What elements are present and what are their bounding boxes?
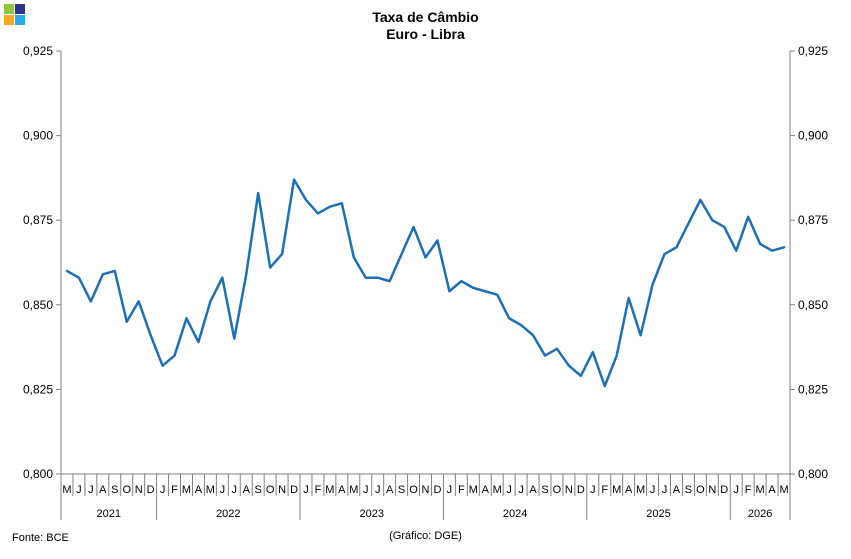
month-label: J (220, 484, 226, 496)
month-label: A (529, 484, 537, 496)
month-label: M (612, 484, 621, 496)
month-label: J (590, 484, 596, 496)
y-tick-label-left: 0,825 (23, 382, 53, 396)
month-label: N (708, 484, 716, 496)
month-label: J (375, 484, 381, 496)
series-line (65, 178, 786, 388)
month-label: N (565, 484, 573, 496)
month-label: N (422, 484, 430, 496)
month-label: F (315, 484, 322, 496)
month-label: S (541, 484, 548, 496)
logo (4, 4, 25, 25)
month-label: F (745, 484, 752, 496)
month-label: M (62, 484, 71, 496)
month-label: O (122, 484, 131, 496)
month-label: J (662, 484, 668, 496)
month-label: M (779, 484, 788, 496)
y-tick-label-right: 0,850 (798, 298, 828, 312)
month-label: N (278, 484, 286, 496)
year-label: 2023 (359, 508, 383, 520)
month-label: J (650, 484, 656, 496)
y-tick-label-left: 0,800 (23, 467, 53, 481)
month-label: D (290, 484, 298, 496)
month-label: J (76, 484, 82, 496)
y-tick-label-left: 0,925 (23, 44, 53, 58)
month-label: J (363, 484, 369, 496)
month-label: M (182, 484, 191, 496)
month-label: S (111, 484, 118, 496)
month-label: M (206, 484, 215, 496)
month-label: S (255, 484, 262, 496)
month-label: A (386, 484, 394, 496)
month-label: A (625, 484, 633, 496)
month-label: O (696, 484, 705, 496)
month-label: A (482, 484, 490, 496)
month-label: F (171, 484, 178, 496)
y-tick-label-left: 0,900 (23, 129, 53, 143)
month-label: D (577, 484, 585, 496)
month-label: M (636, 484, 645, 496)
logo-square-3 (4, 15, 14, 25)
logo-square-4 (15, 15, 25, 25)
logo-square-2 (15, 4, 25, 14)
y-tick-label-right: 0,900 (798, 129, 828, 143)
chart-title-line1: Taxa de Câmbio (372, 9, 479, 25)
month-label: D (147, 484, 155, 496)
month-label: O (553, 484, 562, 496)
year-label: 2022 (216, 508, 240, 520)
month-label: A (338, 484, 346, 496)
month-label: A (195, 484, 203, 496)
month-label: D (433, 484, 441, 496)
month-label: J (303, 484, 309, 496)
month-label: J (518, 484, 524, 496)
year-label: 2021 (97, 508, 121, 520)
month-label: F (601, 484, 608, 496)
year-label: 2024 (503, 508, 527, 520)
month-label: J (733, 484, 739, 496)
y-tick-label-right: 0,925 (798, 44, 828, 58)
month-label: J (88, 484, 94, 496)
month-label: O (266, 484, 275, 496)
month-label: N (135, 484, 143, 496)
chart-title: Taxa de Câmbio Euro - Libra (0, 9, 851, 43)
y-tick-label-left: 0,850 (23, 298, 53, 312)
month-label: S (398, 484, 405, 496)
credit-label: (Gráfico: DGE) (389, 530, 462, 542)
month-label: M (325, 484, 334, 496)
y-tick-label-left: 0,875 (23, 213, 53, 227)
month-label: S (685, 484, 692, 496)
month-label: J (447, 484, 453, 496)
month-label: J (232, 484, 238, 496)
year-label: 2025 (646, 508, 670, 520)
chart-title-line2: Euro - Libra (386, 26, 465, 42)
y-tick-label-right: 0,825 (798, 382, 828, 396)
month-label: A (673, 484, 681, 496)
month-label: M (493, 484, 502, 496)
month-label: J (506, 484, 512, 496)
month-label: A (99, 484, 107, 496)
month-label: J (160, 484, 166, 496)
month-label: M (349, 484, 358, 496)
source-label: Fonte: BCE (12, 532, 69, 544)
month-label: F (458, 484, 465, 496)
month-label: D (720, 484, 728, 496)
month-label: A (243, 484, 251, 496)
month-label: A (768, 484, 776, 496)
year-label: 2026 (748, 508, 772, 520)
month-label: O (409, 484, 418, 496)
logo-square-1 (4, 4, 14, 14)
month-label: M (469, 484, 478, 496)
y-tick-label-right: 0,800 (798, 467, 828, 481)
month-label: M (756, 484, 765, 496)
y-tick-label-right: 0,875 (798, 213, 828, 227)
